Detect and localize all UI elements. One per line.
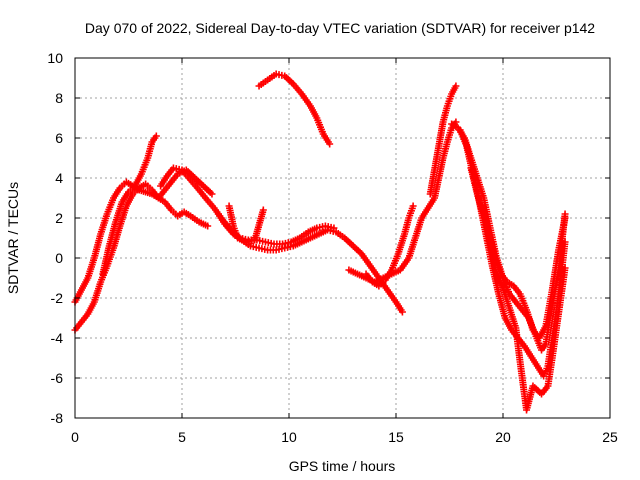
plot-frame: [74, 57, 611, 419]
x-axis-label: GPS time / hours: [289, 458, 396, 474]
data-point: [561, 214, 569, 222]
series-track-9: [362, 202, 417, 290]
series-track-5: [214, 210, 406, 316]
data-point: [259, 206, 267, 214]
x-tick-label: 5: [178, 429, 186, 445]
data-point: [561, 264, 569, 272]
series-track-3: [99, 132, 160, 278]
y-tick-label: 2: [55, 210, 63, 226]
y-tick-label: -6: [51, 370, 64, 386]
y-tick-label: 8: [55, 90, 63, 106]
x-tick-label: 15: [388, 429, 404, 445]
series-track-10: [426, 82, 460, 198]
chart-title: Day 070 of 2022, Sidereal Day-to-day VTE…: [85, 20, 595, 36]
y-tick-label: -4: [51, 330, 64, 346]
series-track-6: [225, 202, 267, 246]
tick-layer: 0 5 10 15 20 25 -8 -6 -4 -2 0 2 4 6 8 10: [47, 50, 618, 445]
x-tick-label: 25: [602, 429, 618, 445]
x-tick-label: 0: [71, 429, 79, 445]
y-tick-label: -8: [51, 410, 64, 426]
x-tick-label: 10: [281, 429, 297, 445]
data-layer: [71, 70, 569, 414]
y-axis-label: SDTVAR / TECUs: [5, 182, 21, 294]
x-tick-label: 20: [495, 429, 511, 445]
data-point: [561, 238, 569, 246]
series-track-14: [478, 202, 569, 342]
data-point: [152, 132, 160, 140]
data-point: [208, 190, 216, 198]
data-point: [398, 308, 406, 316]
series-track-2: [71, 178, 212, 306]
data-point: [409, 202, 417, 210]
y-tick-label: -2: [51, 290, 64, 306]
data-point: [326, 140, 334, 148]
series-track-7: [255, 70, 334, 148]
y-tick-label: 6: [55, 130, 63, 146]
y-tick-label: 4: [55, 170, 63, 186]
data-point: [204, 222, 212, 230]
y-tick-label: 10: [47, 50, 63, 66]
y-tick-label: 0: [55, 250, 63, 266]
data-point: [452, 82, 460, 90]
